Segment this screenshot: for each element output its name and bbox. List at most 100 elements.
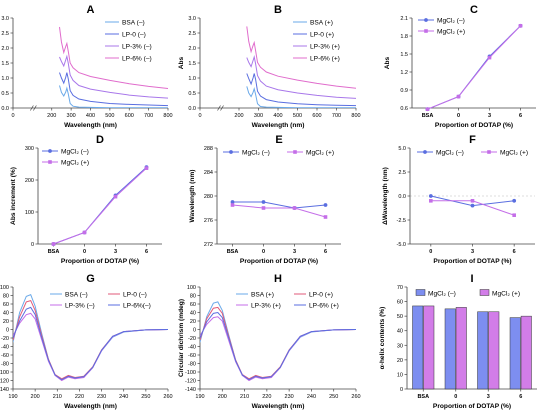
legend-marker (293, 150, 297, 154)
data-point (323, 203, 328, 207)
legend-label: LP-6% (+) (309, 302, 339, 309)
x-tick-label: 500 (105, 113, 114, 119)
x-tick-label: 3 (471, 249, 474, 255)
y-tick-label: 100 (25, 210, 34, 216)
legend-label: MgCl₂ (–) (428, 290, 456, 297)
series-line (200, 316, 356, 382)
panel-title: B (274, 4, 282, 16)
legend-label: MgCl₂ (–) (242, 149, 270, 156)
y-tick-label: -60 (188, 353, 196, 359)
legend-label: LP-3% (–) (122, 43, 152, 50)
bar (444, 308, 456, 390)
data-point (512, 213, 516, 217)
y-axis-label: α-helix contents (%) (379, 307, 386, 370)
bar (509, 317, 521, 390)
x-tick-label: 260 (351, 394, 360, 400)
data-point (323, 215, 328, 219)
legend-swatch (415, 289, 426, 296)
series-line (200, 301, 356, 381)
x-tick-label: 220 (262, 394, 271, 400)
x-tick-label: 250 (329, 394, 338, 400)
legend-label: LP-3% (+) (310, 43, 340, 50)
panel-title: I (470, 273, 473, 285)
legend-marker (229, 150, 233, 154)
x-axis-label: Wavelength (nm) (64, 403, 117, 410)
y-tick-label: 40 (190, 311, 196, 317)
axis-break-mark (33, 105, 37, 111)
series-line (59, 26, 168, 89)
y-tick-label: -100 (185, 370, 196, 376)
x-axis-label: Wavelength (nm) (64, 122, 117, 129)
x-tick-label: 200 (31, 394, 40, 400)
panel-h: H -140 -120 -100 -80 -60 -40 -20 0 20 40 60 80 100 190… (178, 273, 361, 410)
x-tick-label: 500 (293, 113, 302, 119)
panel-d: D 0 100 200 300 BSA 0 3 6 Proportion of DOTAP (%)… (10, 134, 162, 265)
x-tick-label: 6 (519, 394, 522, 400)
x-tick-label: 6 (145, 249, 148, 255)
y-tick-label: 2.0 (188, 46, 196, 52)
x-axis-label: Proportion of DOTAP (%) (435, 122, 513, 129)
legend-label: MgCl₂ (+) (306, 149, 334, 156)
y-tick-label: 200 (25, 178, 34, 184)
y-tick-label: 276 (204, 218, 213, 224)
x-tick-label: 600 (312, 113, 321, 119)
y-tick-label: -60 (1, 353, 9, 359)
bar (520, 315, 532, 390)
legend-label: MgCl₂ (–) (61, 148, 89, 155)
x-tick-label: 6 (513, 249, 516, 255)
y-tick-label: 272 (204, 242, 213, 248)
panel-title: H (274, 273, 282, 285)
legend-label: LP-0 (–) (122, 31, 146, 38)
legend-label: LP-0 (+) (309, 291, 333, 298)
x-tick-label: 230 (97, 394, 106, 400)
x-tick-label: 210 (53, 394, 62, 400)
legend-label: MgCl₂ (+) (492, 290, 520, 297)
bar (423, 305, 435, 390)
x-tick-label: BSA (227, 249, 239, 255)
y-tick-label: 280 (204, 194, 213, 200)
y-tick-label: -20 (1, 336, 9, 342)
x-tick-label: 800 (351, 113, 360, 119)
x-tick-label: 300 (67, 113, 76, 119)
y-tick-label: 100 (0, 285, 9, 291)
y-tick-label: 80 (3, 294, 9, 300)
panel-title: C (470, 4, 478, 16)
y-tick-label: -2.5 (397, 218, 406, 224)
y-tick-label: -140 (0, 387, 9, 393)
x-tick-label: 0 (457, 113, 460, 119)
y-axis-label: Abs (384, 56, 391, 69)
y-tick-label: 0.0 (1, 106, 9, 112)
legend-marker (487, 150, 491, 154)
y-tick-label: 2.5 (188, 31, 196, 37)
data-point (51, 242, 56, 246)
x-tick-label: 600 (125, 113, 134, 119)
y-tick-label: 100 (187, 285, 196, 291)
data-point (425, 107, 430, 111)
legend-label: MgCl₂ (+) (437, 28, 465, 35)
y-tick-label: 40 (397, 329, 403, 335)
y-tick-label: 2.0 (1, 46, 9, 52)
x-tick-label: 400 (86, 113, 95, 119)
y-tick-label: 0 (31, 242, 34, 248)
panel-a: A 0.0 0.5 1.0 1.5 2.0 2.5 3.0 0 200 300 400 500 600 70… (1, 4, 172, 129)
panel-title: E (275, 134, 282, 146)
legend-label: MgCl₂ (–) (436, 149, 464, 156)
data-point (429, 199, 433, 203)
series-line (53, 167, 147, 245)
x-tick-label: 6 (324, 249, 327, 255)
bar (488, 311, 500, 390)
axis-break-mark (220, 105, 224, 111)
x-tick-label: 250 (141, 394, 150, 400)
y-tick-label: -140 (185, 387, 196, 393)
panel-title: G (86, 273, 95, 285)
x-tick-label: 0 (262, 249, 265, 255)
panel-i: I 0 10 20 30 40 50 60 70 BSA 0 3 6 Proportion of DOTA… (379, 273, 537, 410)
y-tick-label: -5.0 (397, 242, 406, 248)
bar (477, 311, 489, 390)
x-tick-label: BSA (422, 113, 434, 119)
x-tick-label: 220 (75, 394, 84, 400)
legend-label: BSA (–) (122, 19, 145, 26)
y-tick-label: 40 (3, 311, 9, 317)
data-point (518, 24, 523, 28)
x-tick-label: 0 (198, 113, 201, 119)
